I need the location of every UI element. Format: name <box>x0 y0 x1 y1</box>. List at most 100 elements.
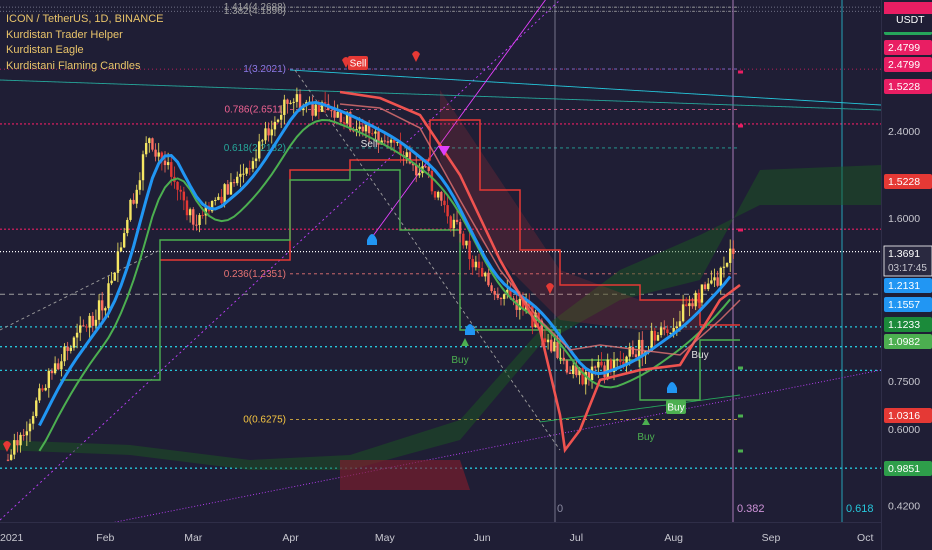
candle-body <box>540 320 543 339</box>
candle-body <box>323 102 327 104</box>
candle-body <box>659 327 663 336</box>
level-marker-dot <box>738 366 743 370</box>
fibonacci-retracement[interactable]: 1.414(4.2688)1.382(4.1896) 1(3.2021) 0.786… <box>224 2 740 425</box>
candle-body <box>650 330 653 351</box>
trend-line <box>539 394 741 423</box>
symbol-title[interactable]: ICON / TetherUS, 1D, BINANCE <box>6 13 164 25</box>
candle-body <box>204 205 208 216</box>
candle-body <box>675 326 679 328</box>
candle-body <box>270 129 273 136</box>
candle-body <box>600 361 603 366</box>
candle-body <box>261 140 264 142</box>
candle-body <box>163 160 167 166</box>
candle-body <box>279 114 283 120</box>
candle-body <box>107 283 110 309</box>
candle-body <box>53 363 57 374</box>
candle-body <box>452 219 456 229</box>
candle-body <box>248 168 251 170</box>
candle-body <box>317 104 321 112</box>
ma-red-line <box>339 90 741 454</box>
time-tick-label: May <box>375 532 396 544</box>
time-axis[interactable]: 2021 Feb Mar Apr May Jun Jul Aug Sep Oct <box>0 522 881 550</box>
trend-lines[interactable] <box>0 0 881 522</box>
level-marker-dot <box>738 70 743 74</box>
candle-body <box>286 99 289 104</box>
signal-markers[interactable]: Sell Sell Buy Buy Buy Buy <box>3 51 743 453</box>
buy-label: Buy <box>691 350 708 361</box>
time-tick-label: Mar <box>184 532 203 544</box>
candle-body <box>210 201 214 212</box>
candle-body <box>342 122 346 124</box>
fib-level-label: 1.382(4.1896) <box>224 6 286 17</box>
candle-body <box>79 325 82 333</box>
cloud-band-pink <box>440 90 700 330</box>
candle-body <box>25 431 29 436</box>
price-badge-value: 1.5228 <box>888 176 920 188</box>
candle-body <box>361 126 365 132</box>
time-tick-label: 2021 <box>0 532 24 544</box>
candle-body <box>487 272 490 286</box>
candle-body <box>575 365 578 376</box>
candle-body <box>625 356 628 366</box>
candle-body <box>148 138 151 144</box>
candle-body <box>572 365 575 374</box>
candle-body <box>289 102 292 104</box>
candle-body <box>424 166 427 168</box>
candle-body <box>694 292 697 307</box>
indicator-legend: ICON / TetherUS, 1D, BINANCE Kurdistan T… <box>6 12 164 74</box>
buy-signal-badge[interactable]: Buy <box>666 400 686 414</box>
time-fib-label: 0 <box>557 503 563 515</box>
indicator-eagle[interactable]: Kurdistan Eagle <box>6 44 84 56</box>
indicator-flaming-candles[interactable]: Kurdistani Flaming Candles <box>6 59 141 72</box>
price-badge-bg <box>884 408 932 423</box>
price-level-badge: 1.5228 <box>884 79 932 94</box>
candle-body <box>141 154 145 181</box>
candle-body <box>606 359 609 378</box>
candle-body <box>122 233 126 248</box>
candle-body <box>333 110 336 118</box>
candle-body <box>358 126 361 129</box>
sell-signal-badge[interactable]: Sell <box>348 56 368 70</box>
candle-body <box>562 357 565 361</box>
candle-body <box>462 233 465 246</box>
candle-body <box>455 219 459 223</box>
price-badge-bg <box>884 461 932 476</box>
price-tick-label: 1.6000 <box>888 213 920 225</box>
candle-body <box>506 289 509 295</box>
candle-body <box>170 162 173 177</box>
candle-body <box>477 261 481 268</box>
candle-body <box>66 346 69 351</box>
level-lines <box>0 6 881 469</box>
fib-level-label: 0.618(2.2182) <box>224 143 286 154</box>
price-badge-value: 2.4799 <box>888 59 920 71</box>
candle-body <box>697 292 700 303</box>
cloud-band-green <box>0 165 881 470</box>
level-marker-dot <box>738 124 743 128</box>
currency-label: USDT <box>896 14 925 26</box>
candle-body <box>722 266 726 268</box>
candle-body <box>254 158 258 162</box>
candle-body <box>63 346 66 362</box>
candle-body <box>458 222 462 234</box>
time-tick-label: Oct <box>857 532 873 544</box>
price-axis[interactable]: 2.40001.60000.75000.60000.42003.09592.47… <box>881 0 932 550</box>
buy-pin-marker <box>465 324 475 335</box>
price-chart[interactable]: 1.414(4.2688)1.382(4.1896) 1(3.2021) 0.786… <box>0 0 881 522</box>
buy-arrow <box>461 338 469 346</box>
candle-body <box>85 326 88 328</box>
level-marker-dot <box>738 449 743 453</box>
bar-countdown: 03:17:45 <box>888 263 927 274</box>
ma-green-line <box>38 118 731 452</box>
buy-pin-marker <box>667 382 677 393</box>
price-badge-bg <box>884 174 932 189</box>
candle-body <box>656 335 660 341</box>
candle-body <box>242 173 245 175</box>
price-badge-bg <box>884 278 932 293</box>
candle-body <box>634 354 638 358</box>
candle-body <box>132 199 135 204</box>
indicator-trader-helper[interactable]: Kurdistan Trader Helper <box>6 28 123 41</box>
candle-body <box>703 284 707 290</box>
candle-body <box>612 360 616 373</box>
candle-body <box>371 133 374 135</box>
